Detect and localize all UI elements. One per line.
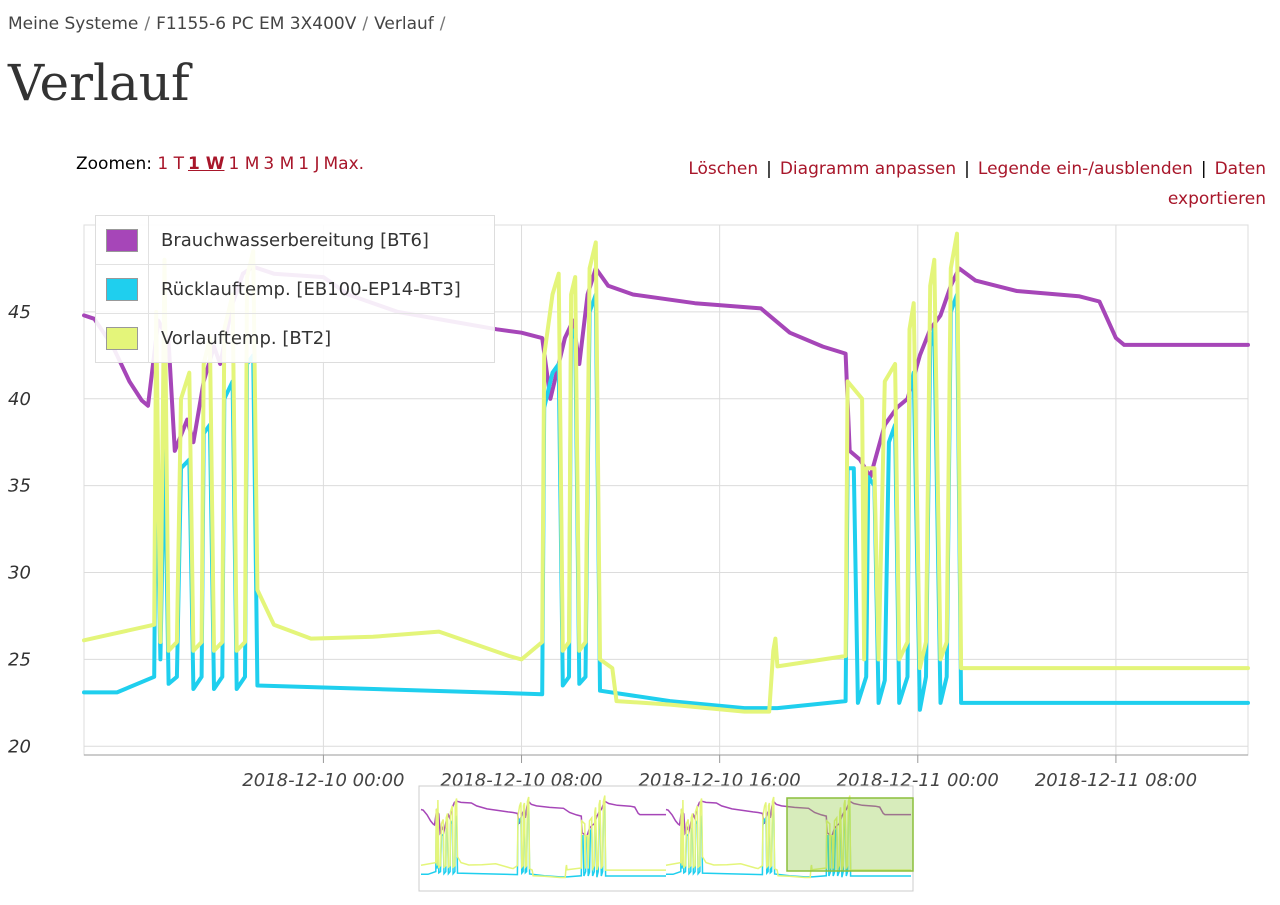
- breadcrumb-separator: /: [362, 14, 369, 34]
- legend-swatch-cell: [96, 314, 149, 362]
- chart-legend: Brauchwasserbereitung [BT6] Rücklauftemp…: [95, 215, 495, 363]
- legend-item[interactable]: Rücklauftemp. [EB100-EP14-BT3]: [96, 265, 494, 314]
- legend-label: Rücklauftemp. [EB100-EP14-BT3]: [161, 278, 461, 300]
- page-title: Verlauf: [8, 54, 190, 112]
- y-tick-label: 20: [8, 736, 31, 757]
- toggle-legend-link[interactable]: Legende ein-/ausblenden: [977, 159, 1193, 179]
- legend-swatch: [106, 228, 138, 252]
- breadcrumb-separator: /: [439, 14, 446, 34]
- zoom-label: Zoomen:: [76, 154, 152, 174]
- zoom-1-month[interactable]: 1 M: [228, 154, 260, 174]
- y-tick-label: 40: [8, 389, 31, 410]
- legend-swatch-cell: [96, 216, 149, 264]
- legend-item[interactable]: Vorlauftemp. [BT2]: [96, 314, 494, 362]
- zoom-3-months[interactable]: 3 M: [263, 154, 295, 174]
- breadcrumb-item-history[interactable]: Verlauf: [374, 14, 434, 34]
- navigator-series-line: [665, 795, 911, 879]
- legend-label: Vorlauftemp. [BT2]: [161, 327, 332, 349]
- legend-label: Brauchwasserbereitung [BT6]: [161, 229, 429, 251]
- clear-link[interactable]: Löschen: [688, 159, 759, 179]
- y-tick-label: 45: [8, 302, 31, 323]
- breadcrumb-separator: /: [144, 14, 151, 34]
- action-separator: |: [1200, 159, 1207, 179]
- zoom-1-year[interactable]: 1 J: [298, 154, 320, 174]
- range-navigator[interactable]: [418, 785, 914, 892]
- y-tick-label: 30: [8, 563, 31, 584]
- zoom-max[interactable]: Max.: [323, 154, 365, 174]
- navigator-series-line: [420, 795, 666, 879]
- export-data-label-1: Daten: [1214, 159, 1266, 179]
- action-separator: |: [964, 159, 970, 179]
- breadcrumb: Meine Systeme / F1155-6 PC EM 3X400V / Verla…: [8, 14, 452, 34]
- navigator-selection-handle[interactable]: [786, 797, 914, 872]
- export-data-link[interactable]: Daten exportieren: [1168, 159, 1266, 209]
- x-tick-label: 2018-12-10 00:00: [242, 770, 404, 791]
- breadcrumb-item-systems[interactable]: Meine Systeme: [8, 14, 139, 34]
- legend-swatch: [106, 326, 138, 350]
- legend-swatch: [106, 277, 138, 301]
- action-separator: |: [766, 159, 772, 179]
- breadcrumb-item-device[interactable]: F1155-6 PC EM 3X400V: [156, 14, 357, 34]
- legend-swatch-cell: [96, 265, 149, 313]
- x-tick-label: 2018-12-11 08:00: [1035, 770, 1197, 791]
- y-tick-label: 25: [8, 649, 31, 670]
- export-data-label-2: exportieren: [1167, 189, 1266, 209]
- chart-actions: Löschen | Diagramm anpassen | Legende ein-/a…: [566, 154, 1266, 214]
- zoom-1-day[interactable]: 1 T: [157, 154, 184, 174]
- y-axis: 20 25 30 35 40 45: [8, 302, 31, 757]
- legend-item[interactable]: Brauchwasserbereitung [BT6]: [96, 216, 494, 265]
- customize-chart-link[interactable]: Diagramm anpassen: [779, 159, 957, 179]
- series-line[interactable]: [82, 292, 1250, 712]
- y-tick-label: 35: [8, 476, 31, 497]
- zoom-1-week[interactable]: 1 W: [187, 154, 225, 174]
